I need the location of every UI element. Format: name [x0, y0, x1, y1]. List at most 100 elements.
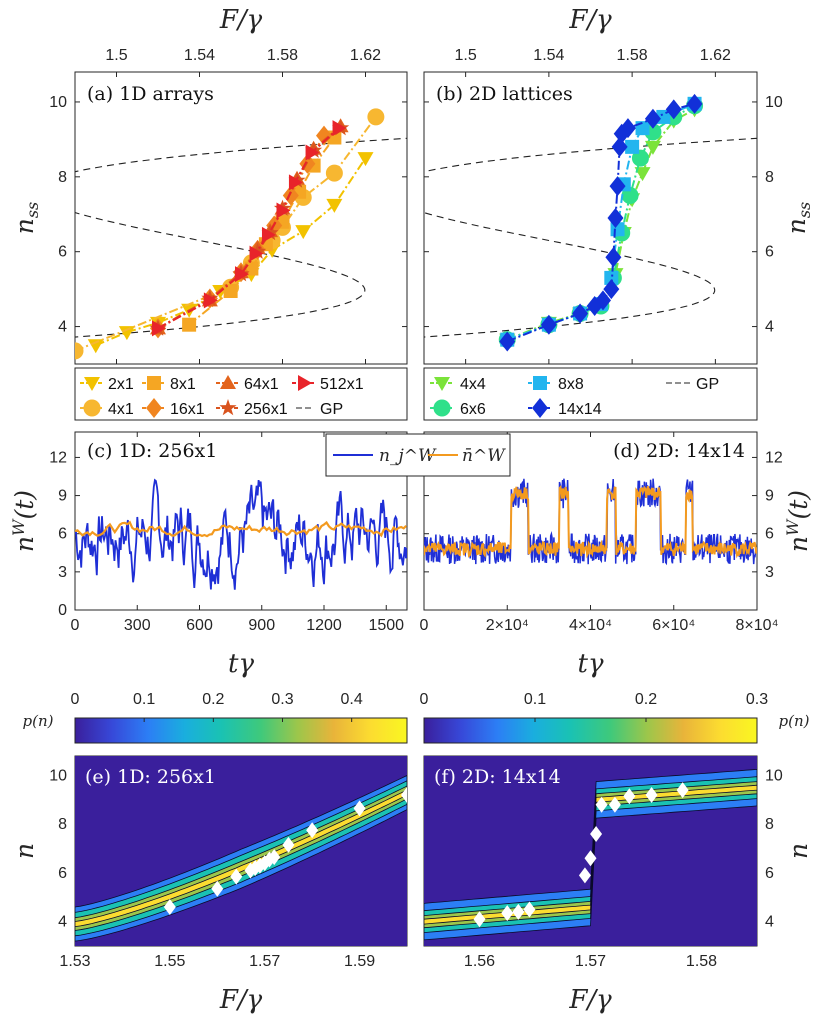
plot-area-a [75, 108, 407, 360]
mean-point [623, 788, 636, 805]
plot-area-c [75, 478, 407, 590]
data-point [288, 174, 303, 191]
series-64x1 [150, 118, 349, 335]
data-point [305, 144, 320, 161]
legend-label: 4x1 [108, 401, 134, 418]
series-line [157, 125, 342, 330]
heatmap-contour [75, 789, 407, 928]
colorbar-tick: 0.1 [133, 691, 155, 708]
xtick-label: 1.5 [455, 47, 477, 64]
legend-marker [434, 377, 450, 391]
ytick-label: 0 [58, 602, 67, 619]
ytick-label: 8 [765, 169, 774, 186]
legend-label: 8x8 [558, 376, 584, 393]
legend-label: 512x1 [320, 376, 364, 393]
series-14x14 [499, 93, 703, 352]
data-point [665, 99, 682, 120]
mean-point [584, 850, 597, 867]
ytick-label: 4 [58, 914, 67, 931]
mean-point [230, 868, 243, 885]
legend-label: 14x14 [558, 401, 602, 418]
panel-title: (f) 2D: 14x14 [434, 766, 561, 788]
colorbar-tick: 0.2 [202, 691, 224, 708]
legend-marker [532, 398, 548, 418]
mean-point [608, 796, 621, 813]
xtick-label: 1.5 [105, 47, 127, 64]
data-point [332, 120, 347, 137]
legend-label: 64x1 [244, 376, 279, 393]
ytick-label: 3 [58, 564, 67, 581]
colorbar-tick: 0.1 [524, 691, 546, 708]
ytick-label: 9 [58, 488, 67, 505]
data-point [261, 226, 276, 243]
ytick-label: 6 [765, 865, 774, 882]
xtick-label: 1.55 [154, 953, 185, 970]
mean-point [501, 905, 514, 922]
ytick-label: 8 [765, 816, 774, 833]
series-line [157, 127, 340, 330]
legend-label: n̄^W [462, 446, 506, 466]
panel-title: (e) 1D: 256x1 [85, 766, 216, 788]
ytick-label: 3 [765, 564, 774, 581]
mean-point [211, 880, 224, 897]
axes-frame-c [74, 431, 408, 611]
mean-point [353, 800, 366, 817]
ytick-label: 6 [765, 244, 774, 261]
legend-marker [533, 376, 547, 390]
mean-point [473, 911, 486, 928]
data-point [605, 247, 622, 268]
legend-label: 8x1 [170, 376, 196, 393]
data-point [316, 125, 332, 146]
x-axis-label: tγ [228, 649, 254, 679]
mean-point [163, 899, 176, 916]
ytick-label: 10 [49, 94, 67, 111]
data-point [235, 266, 249, 283]
data-point [603, 279, 620, 300]
plot-area-f [424, 756, 757, 946]
ytick-label: 10 [49, 767, 67, 784]
series-nbar [75, 520, 407, 538]
xtick-label: 1.53 [59, 953, 90, 970]
mean-point [282, 836, 295, 853]
series-line [75, 116, 377, 352]
panel-c: 0 300 600 900 1200 1500 0 3 6 9 12 (c) 1D: 256x1 tγ n… [9, 431, 408, 679]
data-point [634, 167, 651, 182]
data-point [625, 139, 640, 154]
ytick-label: 4 [765, 914, 774, 931]
legend-a: 2x1 4x1 8x1 16x1 64x1 256x1 512x1 GP [74, 367, 408, 421]
data-point [572, 303, 589, 324]
data-point [686, 93, 703, 114]
xtick-label: 1500 [368, 617, 404, 634]
xtick-label: 1.58 [617, 47, 648, 64]
legend-label: 16x1 [170, 401, 205, 418]
heatmap-contour [424, 768, 757, 941]
series-line [157, 127, 342, 330]
y-axis-label: n [784, 843, 813, 859]
ytick-label: 8 [58, 169, 67, 186]
plot-area-d [424, 478, 757, 566]
data-point [644, 108, 661, 129]
xtick-label: 1.59 [344, 953, 375, 970]
y-axis-label: nss [782, 202, 814, 235]
colorbar-tick: 0.3 [271, 691, 293, 708]
data-point [326, 198, 343, 213]
ytick-label: 4 [765, 319, 774, 336]
mean-point [595, 796, 608, 813]
panel-e: 1.53 1.55 1.57 1.59 4 6 8 10 (e) 1D: 256x1 F/γ n [10, 755, 408, 1015]
mean-point [512, 903, 525, 920]
mean-point [523, 901, 536, 918]
data-point [118, 326, 135, 341]
xtick-label: 1.54 [184, 47, 215, 64]
ytick-label: 6 [58, 865, 67, 882]
legend-label: GP [320, 401, 343, 418]
legend-label: 6x6 [460, 401, 486, 418]
panel-a: 1.5 1.54 1.58 1.62 4 6 8 10 (a) 1D arrays F/γ nss [10, 5, 408, 365]
data-point [609, 176, 626, 197]
xtick-label: 900 [248, 617, 275, 634]
data-point [182, 317, 197, 332]
data-point [607, 208, 624, 228]
legend-label: n_j^W [379, 446, 437, 466]
xtick-label: 1.62 [350, 47, 381, 64]
data-point [594, 290, 611, 311]
